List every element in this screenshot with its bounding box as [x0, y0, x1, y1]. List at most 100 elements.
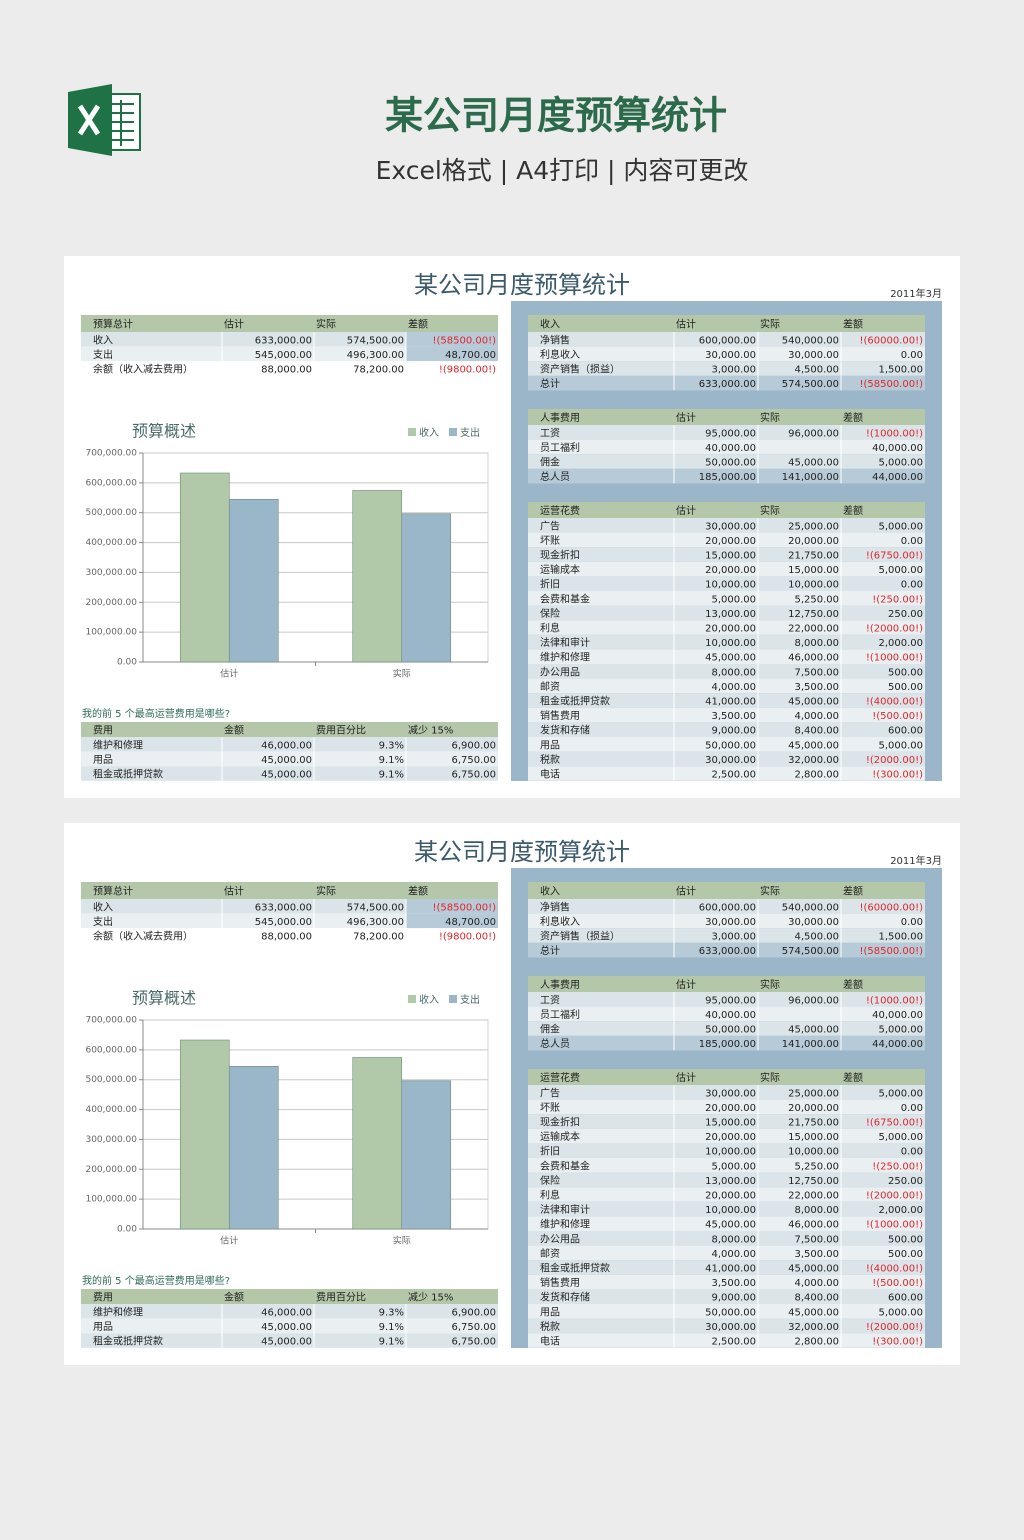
table-cell: !(2000.00!) [866, 1191, 923, 1202]
table-cell: 租金或抵押贷款 [93, 1335, 163, 1348]
icon-grid [108, 100, 134, 146]
table-cell: 45,000.00 [788, 1025, 839, 1036]
table-cell: !(4000.00!) [866, 1264, 923, 1275]
table-row-bg [528, 547, 925, 562]
table-cell: 维护和修理 [540, 1218, 590, 1231]
table-cell: 利息 [540, 622, 560, 635]
table-cell: 45,000.00 [261, 755, 312, 766]
table-header-cell: 差额 [408, 885, 428, 898]
table-cell: 4,000.00 [794, 711, 839, 722]
table-row-bg [528, 576, 925, 591]
table-cell: 0.00 [901, 580, 923, 591]
table-cell: !(60000.00!) [859, 335, 923, 346]
table-cell: 633,000.00 [255, 902, 312, 913]
table-cell: !(58500.00!) [432, 902, 496, 913]
table-cell: 余额（收入减去费用） [93, 930, 193, 943]
table-cell: 5,000.00 [878, 565, 923, 576]
table-cell: 4,000.00 [711, 682, 756, 693]
table-row-bg [528, 649, 925, 664]
excel-icon [68, 84, 141, 156]
table-cell: 10,000.00 [705, 580, 756, 591]
table-cell: 44,000.00 [872, 472, 923, 483]
table-cell: 4,000.00 [711, 1249, 756, 1260]
table-cell: 41,000.00 [705, 1264, 756, 1275]
table-cell: 用品 [540, 739, 560, 751]
table-cell: 10,000.00 [705, 1147, 756, 1158]
table-cell: 用品 [540, 1306, 560, 1318]
table-cell: 租金或抵押贷款 [540, 695, 610, 708]
table-cell: 600.00 [888, 1293, 923, 1304]
table-cell: 现金折扣 [540, 549, 580, 562]
table-header-cell: 估计 [676, 885, 696, 898]
x-tick-label: 估计 [220, 668, 238, 680]
table-cell: 员工福利 [540, 1008, 580, 1021]
table-row-bg [528, 1274, 925, 1290]
table-cell: 1,500.00 [878, 932, 923, 943]
table-cell: 45,000.00 [261, 1322, 312, 1333]
page-title: 某公司月度预算统计 [385, 94, 727, 138]
table-cell: !(6750.00!) [866, 551, 923, 562]
table-cell: !(1000.00!) [866, 1220, 923, 1231]
table-cell: 0.00 [901, 917, 923, 928]
bar [352, 490, 403, 663]
table-header-cell: 人事费用 [540, 978, 580, 991]
table-cell: 销售费用 [540, 1276, 580, 1289]
table-header-bg [528, 315, 925, 332]
x-tick-label: 实际 [393, 1235, 411, 1247]
table-row-bg [528, 1085, 925, 1100]
table-cell: 2,500.00 [711, 1337, 756, 1348]
y-tick-label: 0.00 [117, 1225, 137, 1235]
y-tick-label: 200,000.00 [85, 1165, 137, 1175]
table-cell: 5,000.00 [711, 594, 756, 605]
table-cell: !(2000.00!) [866, 1322, 923, 1333]
x-tick-label: 估计 [220, 1235, 238, 1247]
table-cell: 15,000.00 [705, 551, 756, 562]
table-header-cell: 估计 [224, 318, 244, 331]
table-cell: 48,700.00 [445, 350, 496, 361]
legend-swatch [408, 428, 416, 436]
y-tick-label: 600,000.00 [85, 478, 137, 488]
table-cell: !(4000.00!) [866, 697, 923, 708]
table-cell: 45,000.00 [788, 740, 839, 751]
cell-highlight [406, 913, 498, 929]
table-header-cell: 预算总计 [93, 885, 133, 898]
y-tick-label: 500,000.00 [85, 508, 137, 518]
table-cell: !(58500.00!) [859, 379, 923, 390]
table-header-cell: 费用 [93, 724, 113, 737]
table-row-bg [81, 346, 498, 362]
table-header-cell: 减少 15% [408, 725, 453, 737]
table-header-cell: 实际 [760, 318, 780, 331]
table-cell: 3,000.00 [711, 932, 756, 943]
table-cell: 50,000.00 [705, 740, 756, 751]
table-cell: 30,000.00 [705, 521, 756, 532]
bar [228, 498, 279, 663]
table-cell: 20,000.00 [705, 565, 756, 576]
table-cell: 用品 [93, 1321, 113, 1333]
cell-highlight [406, 332, 498, 347]
table-cell: 78,200.00 [353, 365, 404, 376]
table-row-bg [528, 928, 925, 943]
table-cell: 600.00 [888, 726, 923, 737]
table-cell: 50,000.00 [705, 1025, 756, 1036]
table-cell: 0.00 [901, 1147, 923, 1158]
table-cell: !(2000.00!) [866, 624, 923, 635]
table-header-cell: 差额 [408, 318, 428, 331]
table-cell: 办公用品 [540, 1232, 580, 1245]
table-cell: 5,000.00 [878, 458, 923, 469]
table-cell: 净销售 [540, 900, 570, 913]
table-cell: 邮资 [540, 1247, 560, 1260]
table-row-bg [81, 332, 498, 347]
table-row-bg [528, 693, 925, 708]
table-cell: 15,000.00 [788, 1132, 839, 1143]
table-cell: 496,300.00 [347, 350, 404, 361]
table-header-cell: 实际 [760, 1071, 780, 1084]
table-cell: 32,000.00 [788, 755, 839, 766]
table-header-cell: 估计 [676, 1071, 696, 1084]
y-tick-label: 100,000.00 [85, 628, 137, 638]
table-header-cell: 估计 [676, 411, 696, 424]
table-cell: 税款 [540, 1320, 560, 1333]
table-row-bg [528, 1158, 925, 1173]
table-cell: 电话 [540, 1335, 560, 1348]
table-cell: 600,000.00 [699, 335, 756, 346]
table-cell: 46,000.00 [261, 1307, 312, 1318]
